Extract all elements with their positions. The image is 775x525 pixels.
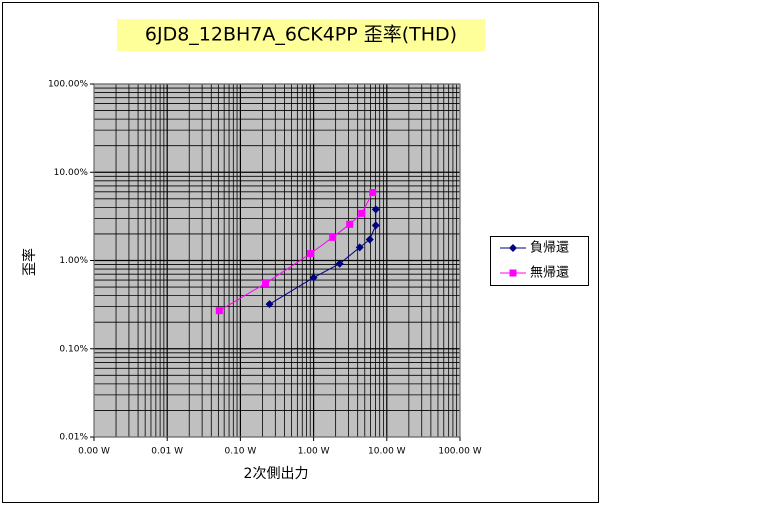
x-tick-label: 0.01 W [151, 447, 183, 457]
x-tick-label: 10.00 W [368, 447, 406, 457]
marker [369, 188, 377, 196]
marker [309, 273, 318, 282]
marker [261, 279, 269, 287]
marker [346, 220, 354, 228]
y-tick-label: 0.01% [59, 433, 88, 443]
grid [93, 83, 461, 438]
x-tick-label: 0.00 W [78, 447, 110, 457]
marker [365, 235, 374, 244]
marker [215, 307, 223, 315]
marker [358, 209, 366, 217]
legend-label: 無帰還 [530, 265, 569, 281]
y-axis-label: 歪率 [21, 248, 38, 276]
marker [335, 259, 344, 268]
marker [307, 250, 315, 258]
marker [371, 205, 380, 214]
marker [265, 300, 274, 309]
x-tick-label: 1.00 W [298, 447, 330, 457]
legend-label: 負帰還 [530, 240, 569, 256]
x-tick-label: 100.00 W [438, 447, 481, 457]
y-tick-label: 1.00% [59, 256, 88, 266]
x-axis-label: 2次側出力 [244, 466, 309, 482]
y-tick-label: 100.00% [48, 80, 88, 90]
legend-marker [509, 244, 517, 252]
marker [355, 243, 364, 252]
y-tick-label: 10.00% [54, 168, 89, 178]
marker [371, 221, 380, 230]
legend [490, 236, 589, 286]
legend-marker [509, 269, 517, 277]
y-tick-label: 0.10% [59, 344, 88, 354]
title-box [117, 19, 485, 51]
chart-title: 6JD8_12BH7A_6CK4PP 歪率(THD) [145, 24, 457, 46]
marker [329, 233, 337, 241]
x-tick-label: 0.10 W [224, 447, 256, 457]
